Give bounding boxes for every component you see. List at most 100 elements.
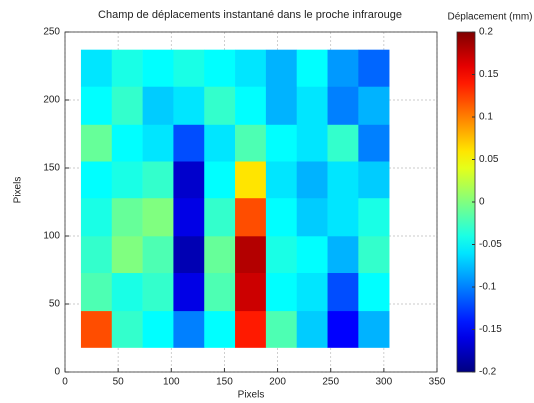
y-tick-label: 200 [43, 95, 60, 106]
heatmap-cell [296, 310, 328, 348]
heatmap-cell [235, 272, 267, 312]
colorbar-tick-label: 0.2 [479, 27, 493, 38]
heatmap-cell [80, 310, 113, 348]
colorbar-tick-label: -0.2 [479, 367, 497, 378]
colorbar-tick-label: -0.1 [479, 282, 497, 293]
heatmap-cell [173, 86, 205, 125]
heatmap-cell [235, 310, 267, 348]
heatmap-cell [265, 310, 298, 348]
x-axis-label: Pixels [238, 390, 265, 401]
x-tick-label: 150 [216, 377, 233, 388]
heatmap-cell [173, 272, 205, 312]
heatmap-cell [142, 124, 174, 162]
heatmap-cell [80, 124, 113, 162]
heatmap-cell [235, 197, 267, 237]
heatmap-cell [327, 86, 359, 125]
heatmap-cell [265, 86, 298, 125]
x-tick-label: 50 [113, 377, 125, 388]
heatmap-cell [80, 197, 113, 237]
x-tick-label: 200 [269, 377, 286, 388]
heatmap-cell [111, 86, 143, 125]
x-tick-label: 0 [62, 377, 68, 388]
heatmap-cell [173, 161, 205, 199]
heatmap-cell [111, 197, 143, 237]
heatmap-cell [111, 236, 143, 274]
heatmap-cell [327, 310, 359, 348]
heatmap-cell [204, 236, 236, 274]
heatmap-cell [80, 161, 113, 199]
heatmap-cell [235, 236, 267, 274]
heatmap-cell [173, 236, 205, 274]
y-axis-label: Pixels [13, 177, 24, 204]
heatmap-cell [80, 272, 113, 312]
heatmap-cell [111, 124, 143, 162]
y-tick-label: 50 [49, 299, 61, 310]
heatmap-cell [358, 86, 390, 125]
y-tick-label: 100 [43, 231, 60, 242]
x-tick-label: 250 [322, 377, 339, 388]
heatmap-cell [327, 272, 359, 312]
heatmap-cell [296, 197, 328, 237]
heatmap-cell [296, 272, 328, 312]
colorbar-label: Déplacement (mm) [447, 12, 532, 23]
heatmap-cell [235, 49, 267, 87]
colorbar-tick-label: 0.1 [479, 112, 493, 123]
heatmap-cell [265, 49, 298, 87]
heatmap-cell [358, 124, 390, 162]
heatmap-cell [327, 49, 359, 87]
heatmap-cell [142, 310, 174, 348]
chart-title: Champ de déplacements instantané dans le… [98, 9, 402, 21]
heatmap-cell [142, 236, 174, 274]
heatmap-cell [358, 236, 390, 274]
heatmap-cell [235, 124, 267, 162]
heatmap-cell [235, 161, 267, 199]
heatmap-cell [265, 272, 298, 312]
y-tick-label: 0 [54, 367, 60, 378]
heatmap-cell [327, 161, 359, 199]
heatmap-cell [327, 236, 359, 274]
heatmap-cell [296, 161, 328, 199]
colorbar-tick-label: -0.05 [479, 239, 502, 250]
heatmap-cell [80, 236, 113, 274]
heatmap-cell [265, 161, 298, 199]
y-tick-label: 250 [43, 27, 60, 38]
heatmap-cell [327, 197, 359, 237]
heatmap-cell [296, 236, 328, 274]
heatmap-cell [358, 272, 390, 312]
heatmap-cell [265, 124, 298, 162]
heatmap-cell [204, 161, 236, 199]
heatmap-cell [142, 197, 174, 237]
colorbar-tick-label: 0.05 [479, 154, 499, 165]
heatmap-cell [204, 272, 236, 312]
heatmap-cell [265, 236, 298, 274]
plot-frame [64, 31, 438, 373]
heatmap-cell [327, 124, 359, 162]
heatmap-cell [173, 197, 205, 237]
heatmap-cell [204, 310, 236, 348]
heatmap-cell [111, 272, 143, 312]
colorbar-tick-label: -0.15 [479, 324, 502, 335]
colorbar-tick-label: 0.15 [479, 69, 499, 80]
colorbar-tick-label: 0 [479, 197, 485, 208]
heatmap-cell [296, 49, 328, 87]
heatmap-cell [204, 197, 236, 237]
x-tick-label: 100 [163, 377, 180, 388]
heatmap-cell [296, 86, 328, 125]
y-tick-label: 150 [43, 163, 60, 174]
heatmap-cell [173, 49, 205, 87]
heatmap-cell [111, 310, 143, 348]
heatmap-cell [111, 49, 143, 87]
heatmap-cell [80, 49, 113, 87]
heatmap-cell [142, 272, 174, 312]
heatmap-cell [204, 124, 236, 162]
heatmap-cell [358, 310, 390, 348]
heatmap-cell [173, 124, 205, 162]
heatmap-cell [173, 310, 205, 348]
heatmap-cell [204, 49, 236, 87]
heatmap-cell [358, 197, 390, 237]
heatmap-cell [265, 197, 298, 237]
heatmap-cell [142, 161, 174, 199]
x-tick-label: 350 [429, 377, 446, 388]
heatmap-cell [204, 86, 236, 125]
